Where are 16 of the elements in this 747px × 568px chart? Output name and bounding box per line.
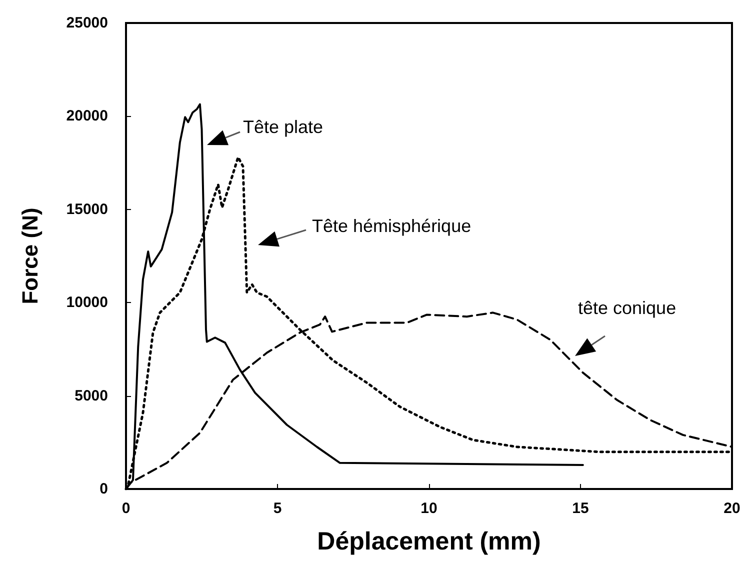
annotation: Tête plate bbox=[243, 117, 324, 137]
x-tick-label: 5 bbox=[273, 500, 282, 517]
annotation: tête conique bbox=[578, 298, 676, 318]
annotation: Tête hémisphérique bbox=[312, 216, 472, 236]
x-tick-label: 15 bbox=[572, 500, 589, 517]
y-tick-label: 15000 bbox=[66, 200, 108, 218]
y-tick-label: 5000 bbox=[74, 387, 108, 404]
y-tick-label: 10000 bbox=[66, 294, 108, 312]
y-tick-label: 0 bbox=[100, 480, 108, 498]
x-axis-title: Déplacement (mm) bbox=[317, 528, 541, 556]
y-axis-title: Force (N) bbox=[18, 208, 42, 304]
y-tick-label: 20000 bbox=[66, 108, 108, 125]
x-tick-label: 10 bbox=[420, 500, 438, 517]
x-tick-label: 20 bbox=[724, 500, 740, 517]
x-tick-label: 0 bbox=[122, 500, 130, 517]
y-tick-label: 25000 bbox=[66, 14, 108, 32]
